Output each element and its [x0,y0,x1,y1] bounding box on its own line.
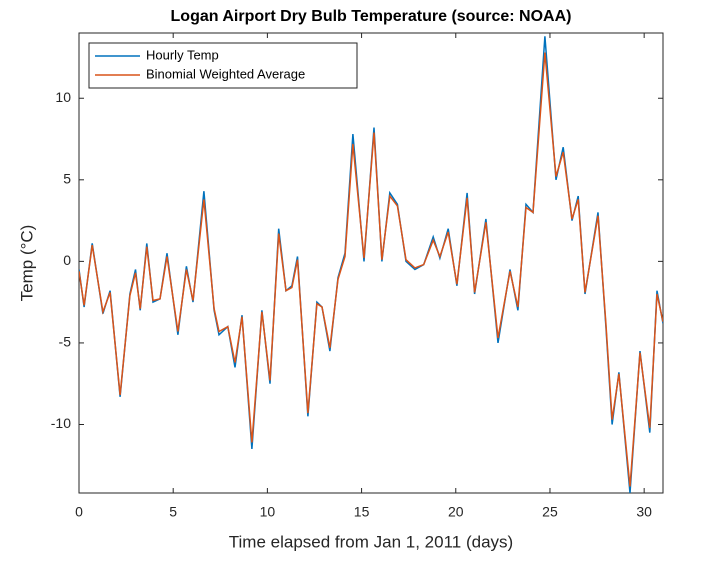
series-line [79,52,663,487]
x-tick-label: 20 [448,504,464,520]
x-tick-label: 25 [542,504,558,520]
y-axis-label: Temp (°C) [17,225,36,302]
y-tick-label: -5 [59,334,72,350]
legend-label: Hourly Temp [146,47,219,62]
chart-title: Logan Airport Dry Bulb Temperature (sour… [171,8,572,25]
x-tick-label: 0 [75,504,83,520]
legend-box [88,42,358,89]
y-tick-label: 0 [63,252,71,268]
legend-label: Binomial Weighted Average [146,66,305,81]
x-tick-label: 15 [354,504,370,520]
y-tick-label: 5 [63,171,71,187]
x-tick-label: 30 [636,504,652,520]
x-tick-label: 10 [260,504,276,520]
x-tick-label: 5 [169,504,177,520]
x-axis-label: Time elapsed from Jan 1, 2011 (days) [229,532,513,551]
plot-area [78,32,664,494]
y-tick-label: 10 [55,89,71,105]
y-tick-label: -10 [51,415,71,431]
